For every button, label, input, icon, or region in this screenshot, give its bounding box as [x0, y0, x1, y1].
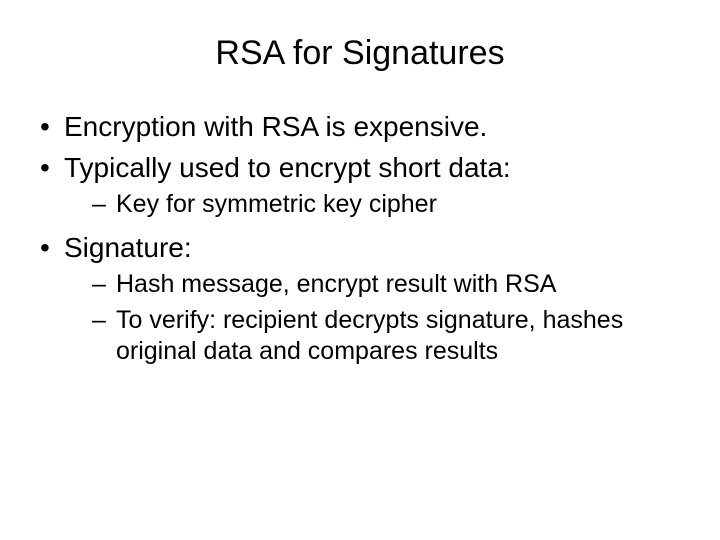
- bullet-item: Encryption with RSA is expensive.: [40, 109, 680, 144]
- bullet-item: Signature: Hash message, encrypt result …: [40, 230, 680, 367]
- sub-bullet-list: Key for symmetric key cipher: [64, 189, 680, 220]
- sub-bullet-list: Hash message, encrypt result with RSA To…: [64, 269, 680, 367]
- bullet-item: Typically used to encrypt short data: Ke…: [40, 150, 680, 220]
- bullet-text: Typically used to encrypt short data:: [64, 152, 511, 183]
- slide: RSA for Signatures Encryption with RSA i…: [0, 0, 720, 540]
- slide-title: RSA for Signatures: [40, 34, 680, 73]
- sub-bullet-item: Key for symmetric key cipher: [64, 189, 680, 220]
- sub-bullet-item: Hash message, encrypt result with RSA: [64, 269, 680, 300]
- bullet-text: Signature:: [64, 232, 192, 263]
- sub-bullet-item: To verify: recipient decrypts signature,…: [64, 305, 680, 368]
- bullet-list: Encryption with RSA is expensive. Typica…: [40, 109, 680, 367]
